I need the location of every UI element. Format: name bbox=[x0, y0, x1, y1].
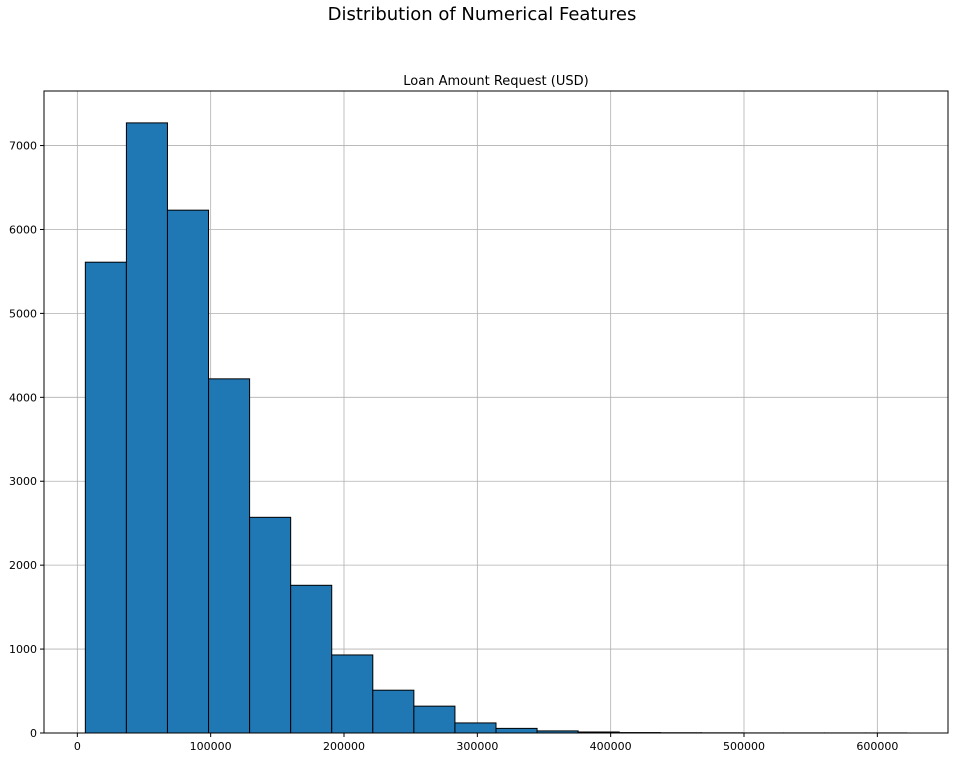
histogram-bar bbox=[372, 689, 415, 734]
y-tick-label: 4000 bbox=[9, 391, 37, 404]
histogram-bar bbox=[125, 122, 168, 734]
histogram-bars bbox=[84, 122, 908, 734]
y-tick-label: 2000 bbox=[9, 559, 37, 572]
figure-title: Distribution of Numerical Features bbox=[327, 4, 637, 25]
x-tick-label: 500000 bbox=[723, 740, 765, 753]
histogram-bar bbox=[495, 727, 538, 734]
y-tick-label: 6000 bbox=[9, 223, 37, 236]
histogram-bar bbox=[166, 209, 210, 734]
axes-title: Loan Amount Request (USD) bbox=[403, 74, 588, 89]
x-tick-label: 200000 bbox=[323, 740, 365, 753]
x-tick-label: 100000 bbox=[190, 740, 232, 753]
x-axis-ticks: 0 100000 200000 300000 400000 500000 600000 bbox=[74, 733, 898, 753]
x-tick-label: 300000 bbox=[456, 740, 498, 753]
y-axis-ticks: 0 1000 2000 3000 4000 5000 6000 7000 bbox=[9, 140, 44, 740]
x-tick-label: 400000 bbox=[590, 740, 632, 753]
y-tick-label: 7000 bbox=[9, 140, 37, 153]
histogram-bar bbox=[290, 584, 333, 734]
histogram-bar bbox=[454, 722, 497, 734]
y-tick-label: 1000 bbox=[9, 643, 37, 656]
x-tick-label: 600000 bbox=[856, 740, 898, 753]
y-tick-label: 5000 bbox=[9, 307, 37, 320]
histogram-bar bbox=[413, 705, 456, 734]
histogram-bar bbox=[84, 261, 127, 734]
histogram-bar bbox=[208, 378, 251, 734]
histogram-bar bbox=[331, 654, 374, 734]
histogram-bar bbox=[249, 516, 292, 734]
x-tick-label: 0 bbox=[74, 740, 81, 753]
axes-frame bbox=[43, 90, 949, 734]
y-tick-label: 3000 bbox=[9, 475, 37, 488]
y-tick-label: 0 bbox=[30, 727, 37, 740]
